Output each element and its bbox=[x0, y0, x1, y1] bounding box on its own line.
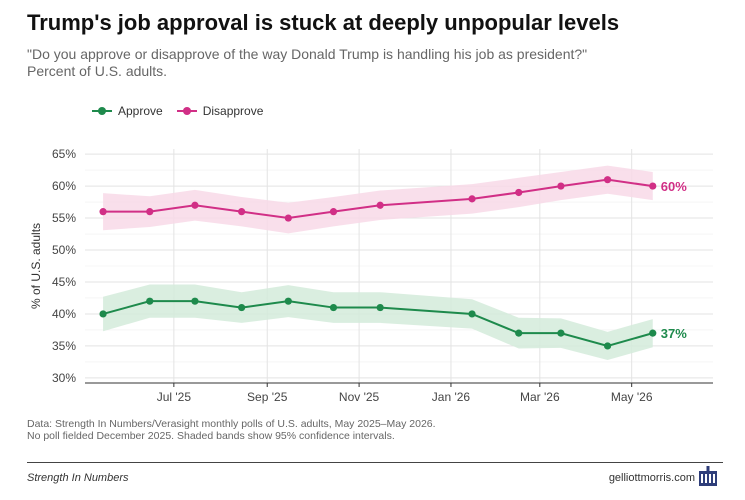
approve-point bbox=[329, 303, 338, 312]
disapprove-point bbox=[515, 188, 523, 197]
disapprove-point bbox=[99, 208, 107, 216]
disapprove-point bbox=[468, 195, 476, 203]
x-tick-label: May '26 bbox=[611, 390, 653, 404]
y-tick-label: 65% bbox=[52, 147, 76, 161]
y-tick-label: 60% bbox=[52, 179, 76, 193]
disapprove-point bbox=[557, 182, 565, 190]
y-tick-label: 45% bbox=[52, 275, 76, 289]
source-note: Data: Strength In Numbers/Verasight mont… bbox=[27, 418, 436, 442]
approve-point bbox=[99, 310, 107, 318]
y-tick-label: 30% bbox=[52, 371, 76, 385]
y-tick-label: 35% bbox=[52, 339, 76, 353]
y-tick-label: 40% bbox=[52, 307, 76, 321]
y-tick-label: 55% bbox=[52, 211, 76, 225]
y-axis-title: % of U.S. adults bbox=[29, 223, 43, 309]
disapprove-line bbox=[103, 178, 653, 220]
footer-divider bbox=[27, 462, 723, 463]
building-logo-icon bbox=[699, 466, 717, 486]
approve-point bbox=[376, 303, 384, 312]
approve-point bbox=[468, 310, 476, 318]
legend-label-disapprove: Disapprove bbox=[202, 104, 264, 118]
approve-line bbox=[102, 300, 654, 347]
disapprove-point bbox=[603, 176, 612, 184]
legend-key-disapprove bbox=[176, 105, 197, 117]
disapprove-point bbox=[284, 214, 292, 222]
source-line-1: Data: Strength In Numbers/Verasight mont… bbox=[27, 418, 436, 430]
approve-confidence-band bbox=[103, 284, 653, 360]
approve-point bbox=[238, 303, 246, 312]
x-tick-label: Sep '25 bbox=[247, 390, 288, 404]
chart-subtitle: "Do you approve or disapprove of the way… bbox=[27, 46, 588, 79]
footer-site: gelliottmorris.com bbox=[608, 472, 695, 484]
x-tick-label: Mar '26 bbox=[520, 390, 560, 404]
approve-point bbox=[515, 329, 523, 337]
chart-title: Trump's job approval is stuck at deeply … bbox=[27, 10, 620, 35]
x-tick-label: Jan '26 bbox=[432, 390, 471, 404]
approve-end-label: 37% bbox=[661, 326, 687, 341]
approve-point bbox=[603, 342, 612, 350]
disapprove-end-label: 60% bbox=[661, 179, 687, 194]
approve-point bbox=[284, 297, 292, 305]
disapprove-confidence-band bbox=[103, 165, 653, 234]
approve-point bbox=[557, 329, 565, 337]
disapprove-point bbox=[649, 182, 657, 190]
disapprove-point bbox=[191, 201, 199, 209]
y-tick-label: 50% bbox=[52, 243, 76, 257]
approval-line-chart: 30% 35% 40% 45% 50% 55% 60% 65% Jul '25 Sep '25 No… bbox=[29, 147, 713, 404]
approve-point bbox=[649, 329, 657, 337]
x-tick-label: Nov '25 bbox=[339, 390, 380, 404]
source-line-2: No poll fielded December 2025. Shaded ba… bbox=[27, 430, 395, 442]
disapprove-point bbox=[329, 208, 338, 216]
legend-key-approve bbox=[92, 105, 112, 117]
disapprove-point bbox=[238, 208, 246, 216]
disapprove-point bbox=[146, 208, 154, 216]
approve-point bbox=[191, 297, 199, 305]
disapprove-point bbox=[376, 201, 384, 209]
legend-label-approve: Approve bbox=[118, 104, 163, 118]
approve-point bbox=[146, 297, 154, 305]
footer-brand: Strength In Numbers bbox=[27, 472, 129, 484]
legend: Approve Disapprove bbox=[92, 104, 263, 118]
legend-item-disapprove: Disapprove bbox=[176, 104, 264, 118]
legend-item-approve: Approve bbox=[92, 104, 163, 118]
x-tick-label: Jul '25 bbox=[157, 390, 192, 404]
